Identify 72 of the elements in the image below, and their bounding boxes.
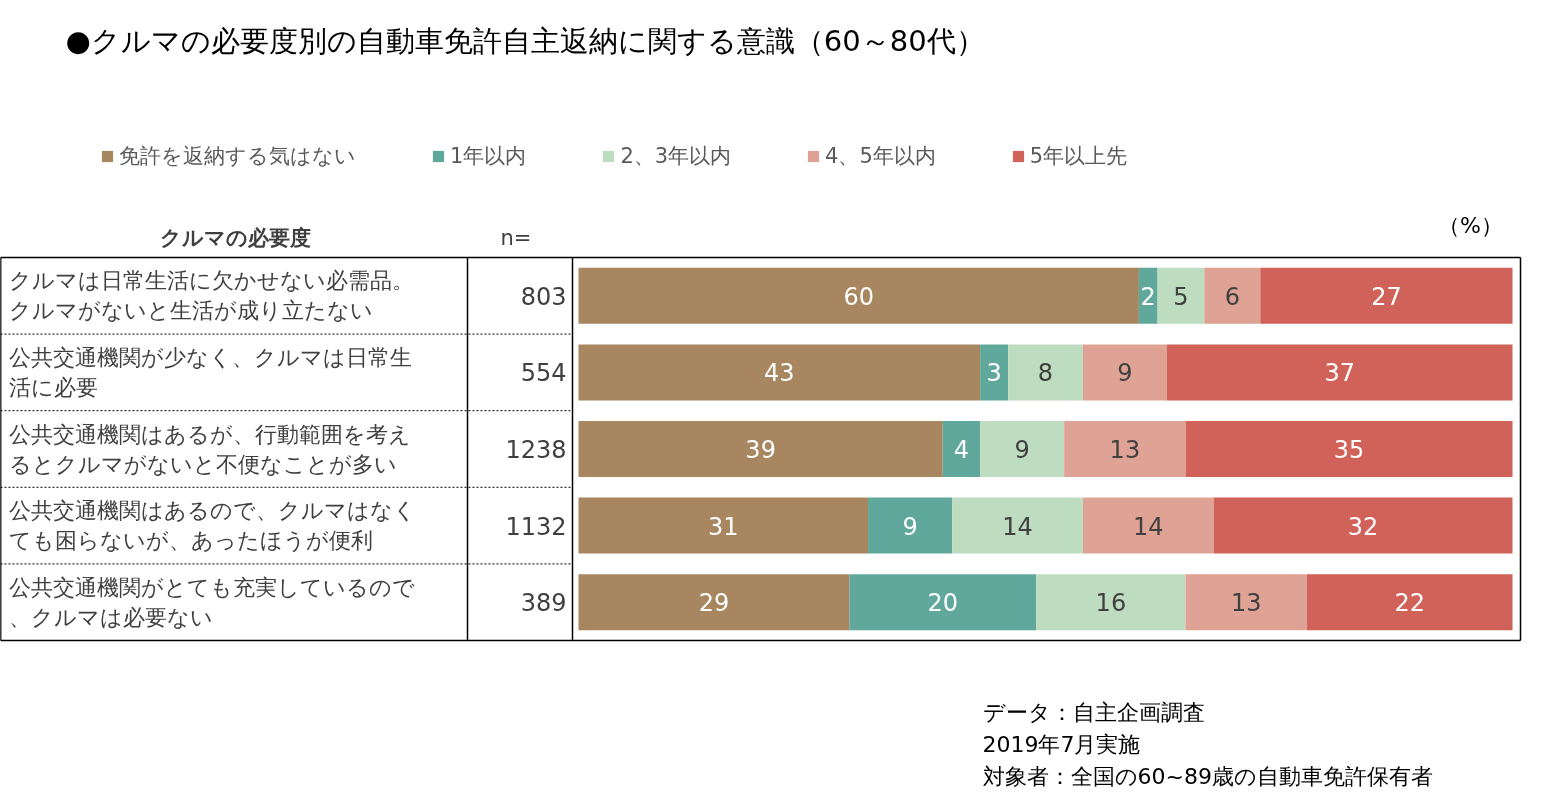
data-label: 13 — [1231, 589, 1262, 618]
text: （%） — [1438, 213, 1503, 238]
text: 対象者：全国の60~89歳の自動車免許保有者 — [982, 764, 1433, 789]
bar — [1008, 344, 1083, 401]
y-tick-label: クルマは日常生活に欠かせない必需品。クルマがないと生活が成り立たない — [8, 268, 414, 324]
data-label: 9 — [1117, 359, 1133, 388]
bar — [1082, 344, 1167, 401]
bar — [1213, 497, 1513, 554]
y-tick-label: 公共交通機関はあるので、クルマはなくても困らないが、あったほうが便利 — [8, 498, 416, 554]
bar — [1157, 267, 1205, 324]
data-label: 4 — [953, 436, 970, 464]
bar — [1166, 344, 1513, 401]
bar — [1185, 574, 1308, 631]
data-label: 20 — [927, 589, 959, 618]
text: 1132 — [505, 512, 567, 541]
text: 2019年7月実施 — [982, 732, 1141, 757]
bar — [1204, 267, 1261, 324]
text: 803 — [520, 282, 567, 311]
data-label: 31 — [708, 512, 739, 541]
text: 389 — [520, 589, 567, 618]
bar — [849, 574, 1037, 631]
data-label: 37 — [1324, 359, 1355, 388]
bar — [1082, 497, 1214, 554]
data-label: 3 — [986, 359, 1002, 388]
y-tick-label: 公共交通機関はあるが、行動範囲を考えるとクルマがないと不便なことが多い — [8, 421, 411, 477]
data-label: 35 — [1333, 436, 1365, 464]
bar — [868, 497, 953, 554]
data-label: 9 — [902, 512, 918, 541]
bar — [578, 497, 869, 554]
text: データ：自主企画調査 — [982, 700, 1205, 725]
legend-label: 5年以上先 — [1029, 143, 1128, 170]
data-label: 13 — [1109, 436, 1141, 464]
bar — [980, 344, 1009, 401]
data-label: 43 — [764, 359, 795, 388]
text: n= — [500, 225, 532, 250]
data-label: 22 — [1394, 589, 1426, 618]
data-label: 39 — [745, 436, 776, 464]
chart-title: ●クルマの必要度別の自動車免許自主返納に関する意識（60～80代） — [65, 23, 985, 58]
legend-label: 2、3年以内 — [620, 143, 732, 170]
text: 554 — [520, 359, 567, 388]
data-label: 29 — [698, 589, 730, 618]
data-label: 2 — [1140, 282, 1156, 311]
data-label: 16 — [1095, 589, 1127, 618]
legend-label: 4、5年以内 — [825, 143, 936, 170]
bar — [1307, 574, 1513, 631]
bar — [1260, 267, 1513, 324]
legend-label: 免許を返納する気はない — [119, 143, 356, 170]
bar — [1064, 421, 1186, 477]
y-tick-label: 公共交通機関がとても充実しているので、クルマは必要ない — [8, 574, 415, 630]
data-label: 5 — [1173, 282, 1189, 311]
bar — [578, 267, 1139, 324]
data-label: 8 — [1037, 359, 1054, 388]
bar — [942, 421, 981, 477]
data-label: 6 — [1224, 282, 1240, 311]
y-tick-label: 公共交通機関が少なく、クルマは日常生活に必要 — [8, 344, 412, 400]
bar — [578, 574, 850, 631]
bar — [952, 497, 1083, 554]
bar — [980, 421, 1065, 477]
bar — [1036, 574, 1186, 631]
data-label: 14 — [1002, 512, 1033, 541]
text: 1238 — [505, 436, 567, 464]
bar — [1185, 421, 1513, 477]
data-label: 9 — [1014, 436, 1030, 464]
bar — [578, 421, 943, 477]
legend-label: 1年以内 — [450, 143, 527, 170]
data-label: 27 — [1371, 282, 1402, 311]
y-axis-title: クルマの必要度 — [160, 225, 311, 250]
data-label: 60 — [843, 282, 874, 311]
bar — [1138, 267, 1158, 324]
bar — [578, 344, 981, 401]
data-label: 14 — [1132, 512, 1164, 541]
data-label: 32 — [1347, 512, 1379, 541]
